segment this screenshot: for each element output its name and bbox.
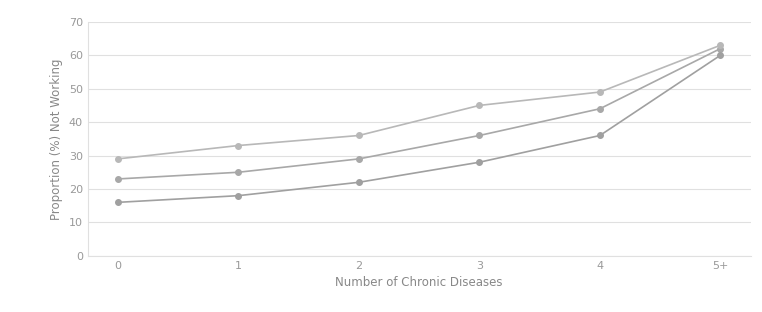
Entire Sample [234, 170, 243, 174]
Entire Sample [475, 134, 484, 137]
Line: Men: Men [115, 52, 723, 205]
Line: Women: Women [115, 42, 723, 162]
Women [475, 104, 484, 107]
Men [114, 201, 123, 204]
Men [354, 180, 363, 184]
Entire Sample [114, 177, 123, 181]
Men [234, 194, 243, 197]
Women [114, 157, 123, 161]
Women [354, 134, 363, 137]
X-axis label: Number of Chronic Diseases: Number of Chronic Diseases [335, 276, 503, 289]
Men [595, 134, 604, 137]
Women [716, 43, 725, 47]
Men [475, 160, 484, 164]
Entire Sample [595, 107, 604, 111]
Entire Sample [354, 157, 363, 161]
Entire Sample [716, 47, 725, 51]
Women [234, 144, 243, 147]
Women [595, 90, 604, 94]
Y-axis label: Proportion (%) Not Working: Proportion (%) Not Working [50, 58, 63, 220]
Men [716, 53, 725, 57]
Line: Entire Sample: Entire Sample [115, 46, 723, 182]
